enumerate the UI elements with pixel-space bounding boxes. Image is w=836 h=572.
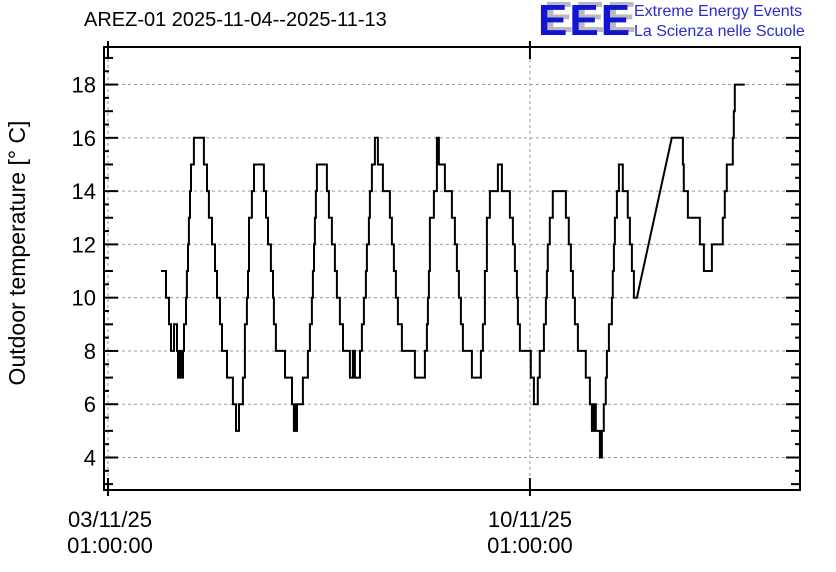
axis-ticks	[104, 41, 800, 496]
temperature-step-line	[161, 83, 745, 459]
eee-logo-tagline: Extreme Energy Events La Scienza nelle S…	[634, 2, 805, 42]
eee-tagline-line1: Extreme Energy Events	[634, 3, 803, 20]
plot-frame	[103, 46, 801, 491]
x-tick-label-date: 03/11/25	[68, 507, 152, 532]
eee-tagline-line2: La Scienza nelle Scuole	[634, 23, 805, 40]
y-tick-label: 10	[72, 286, 96, 311]
y-tick-label: 6	[84, 392, 96, 417]
y-tick-labels: 4 6 8 10 12 14 16 18	[72, 73, 96, 471]
x-tick-label-time: 01:00:00	[67, 533, 153, 558]
y-tick-label: 16	[72, 126, 96, 151]
x-tick-label-time: 01:00:00	[487, 533, 573, 558]
y-tick-label: 4	[84, 446, 96, 471]
y-tick-label: 18	[72, 73, 96, 98]
eee-logo: EEE	[538, 0, 633, 45]
y-tick-label: 14	[72, 179, 96, 204]
gridlines	[104, 47, 800, 490]
y-tick-label: 12	[72, 232, 96, 257]
x-tick-label-date: 10/11/25	[488, 507, 572, 532]
y-tick-label: 8	[84, 339, 96, 364]
chart-title: AREZ-01 2025-11-04--2025-11-13	[84, 9, 387, 31]
